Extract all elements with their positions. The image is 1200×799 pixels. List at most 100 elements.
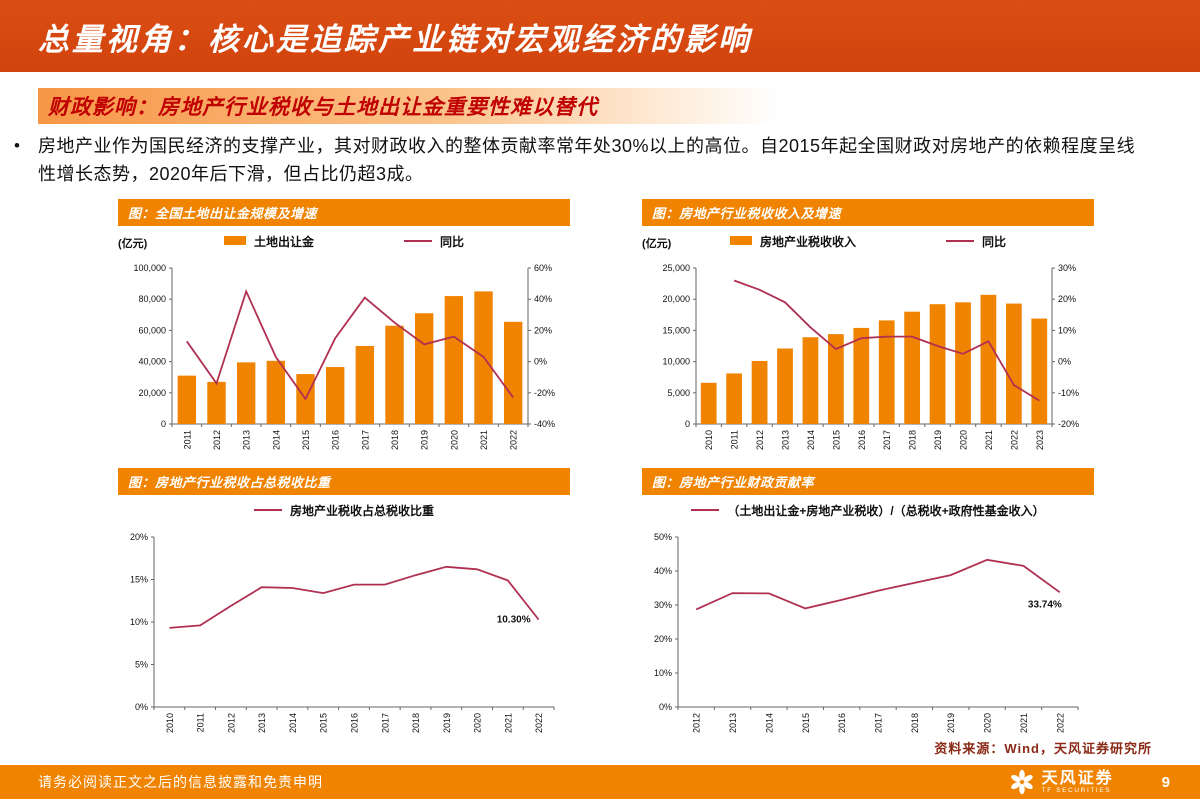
svg-text:2014: 2014: [764, 713, 774, 733]
svg-text:2022: 2022: [1009, 430, 1019, 450]
svg-text:2015: 2015: [831, 430, 841, 450]
svg-text:2020: 2020: [449, 430, 459, 450]
slide-footer: 请务必阅读正文之后的信息披露和免责申明 天风证券 TF SECURITIES 9: [0, 765, 1200, 799]
page-number: 9: [1161, 773, 1170, 791]
svg-text:25,000: 25,000: [662, 263, 690, 273]
svg-text:2016: 2016: [837, 713, 847, 733]
svg-text:2012: 2012: [755, 430, 765, 450]
svg-text:2015: 2015: [801, 713, 811, 733]
svg-text:2020: 2020: [983, 713, 993, 733]
chart-legend: 房地产业税收收入 同比: [729, 234, 1006, 250]
svg-text:40,000: 40,000: [138, 356, 166, 366]
chart-legend-row: 房地产业税收占总税收比重: [118, 503, 570, 529]
svg-text:20%: 20%: [130, 532, 148, 542]
svg-text:2017: 2017: [874, 713, 884, 733]
svg-text:2012: 2012: [212, 430, 222, 450]
legend-item: 同比: [404, 234, 464, 250]
legend-item: 同比: [946, 234, 1006, 250]
land-premium-chart: 0 20,000 40,000 60,000 80,000 100,000 -40% -20%…: [133, 263, 555, 450]
svg-text:2016: 2016: [331, 430, 341, 450]
chart-legend: 土地出让金 同比: [223, 234, 464, 250]
svg-text:0%: 0%: [534, 356, 547, 366]
svg-text:2022: 2022: [534, 713, 544, 733]
bar-swatch-icon: [223, 235, 246, 245]
svg-text:2022: 2022: [1055, 713, 1065, 733]
svg-text:2021: 2021: [479, 430, 489, 450]
svg-text:2018: 2018: [390, 430, 400, 450]
page-title: 总量视角：核心是追踪产业链对宏观经济的影响: [38, 21, 752, 57]
svg-text:40%: 40%: [534, 294, 552, 304]
svg-text:-20%: -20%: [1058, 419, 1079, 429]
svg-text:10%: 10%: [654, 668, 672, 678]
slide-content: 财政影响：房地产行业税收与土地出让金重要性难以替代 • 房地产业作为国民经济的支…: [0, 72, 1200, 765]
svg-text:5,000: 5,000: [667, 388, 690, 398]
svg-text:2018: 2018: [411, 713, 421, 733]
disclaimer-text: 请务必阅读正文之后的信息披露和免责申明: [38, 774, 323, 790]
svg-text:20%: 20%: [534, 325, 552, 335]
chart-card-fiscal-contribution: 图：房地产行业财政贡献率 （土地出让金+房地产业税收）/（总税收+政府性基金收入…: [642, 467, 1094, 741]
section-subtitle-bar: 财政影响：房地产行业税收与土地出让金重要性难以替代: [38, 88, 778, 124]
bullet-paragraph: • 房地产业作为国民经济的支撑产业，其对财政收入的整体贡献率常年处30%以上的高…: [14, 133, 1148, 189]
svg-text:-40%: -40%: [534, 419, 555, 429]
svg-text:10,000: 10,000: [662, 356, 690, 366]
svg-text:2013: 2013: [242, 430, 252, 450]
svg-text:2014: 2014: [271, 430, 281, 450]
line-swatch-icon: [946, 239, 974, 242]
svg-text:2011: 2011: [196, 713, 206, 732]
line-swatch-icon: [253, 508, 282, 511]
chart-card-property-tax: 图：房地产行业税收收入及增速 (亿元) 房地产业税收收入 同比 0 5,000 10,…: [642, 198, 1094, 458]
chart-title: 图：全国土地出让金规模及增速: [128, 205, 318, 221]
chart-title: 图：房地产行业税收收入及增速: [652, 205, 842, 221]
legend-label: 土地出让金: [253, 234, 314, 249]
chart-card-tax-share: 图：房地产行业税收占总税收比重 房地产业税收占总税收比重 0% 5% 10% 15% 2…: [118, 467, 570, 741]
svg-text:2016: 2016: [857, 430, 867, 450]
line-swatch-icon: [404, 239, 432, 242]
svg-text:2012: 2012: [226, 713, 236, 733]
svg-text:2013: 2013: [781, 430, 791, 450]
legend-label: 同比: [982, 234, 1007, 249]
svg-text:20%: 20%: [1058, 294, 1076, 304]
chart-title: 图：房地产行业财政贡献率: [652, 474, 815, 490]
svg-text:2017: 2017: [882, 430, 892, 450]
svg-text:2018: 2018: [910, 713, 920, 733]
axis-unit-label: (亿元): [642, 237, 672, 250]
svg-text:40%: 40%: [654, 566, 672, 576]
chart-legend-row: （土地出让金+房地产业税收）/（总税收+政府性基金收入）: [642, 503, 1094, 529]
svg-text:2019: 2019: [442, 713, 452, 733]
svg-text:50%: 50%: [654, 532, 672, 542]
svg-text:10%: 10%: [130, 617, 148, 627]
svg-text:2019: 2019: [933, 430, 943, 450]
svg-text:5%: 5%: [135, 659, 148, 669]
property-tax-revenue-chart: 0 5,000 10,000 15,000 20,000 25,000 -20% -10% 0%…: [662, 263, 1079, 450]
svg-text:2023: 2023: [1035, 430, 1045, 450]
svg-text:2016: 2016: [350, 713, 360, 733]
legend-item: （土地出让金+房地产业税收）/（总税收+政府性基金收入）: [691, 503, 1045, 519]
legend-label: （土地出让金+房地产业税收）/（总税收+政府性基金收入）: [727, 503, 1045, 518]
svg-text:30%: 30%: [654, 600, 672, 610]
svg-text:2019: 2019: [420, 430, 430, 450]
legend-label: 房地产业税收占总税收比重: [289, 503, 434, 518]
chart-title-bar: 图：房地产行业税收收入及增速: [642, 198, 1094, 226]
svg-text:100,000: 100,000: [133, 263, 166, 273]
fiscal-contribution-chart: 0% 10% 20% 30% 40% 50% 2012 2013 2014 2015 2016 201…: [654, 532, 1079, 733]
svg-text:-10%: -10%: [1058, 388, 1079, 398]
svg-text:2013: 2013: [728, 713, 738, 733]
svg-text:20%: 20%: [654, 634, 672, 644]
brand-subtitle: TF SECURITIES: [1041, 787, 1112, 795]
svg-text:0: 0: [685, 419, 690, 429]
chart-card-land-premium: 图：全国土地出让金规模及增速 (亿元) 土地出让金 同比 0 20,000 40,00…: [118, 198, 570, 458]
charts-grid: 图：全国土地出让金规模及增速 (亿元) 土地出让金 同比 0 20,000 40,00…: [118, 198, 1200, 741]
tianfeng-flower-icon: [1010, 769, 1033, 795]
svg-text:2012: 2012: [692, 713, 702, 733]
svg-text:10%: 10%: [1058, 325, 1076, 335]
legend-item: 房地产业税收占总税收比重: [253, 503, 434, 519]
slide-header: 总量视角：核心是追踪产业链对宏观经济的影响: [0, 0, 1200, 72]
bullet-text: 房地产业作为国民经济的支撑产业，其对财政收入的整体贡献率常年处30%以上的高位。…: [38, 136, 1136, 184]
svg-text:2011: 2011: [182, 430, 192, 449]
svg-text:80,000: 80,000: [138, 294, 166, 304]
legend-item: 土地出让金: [223, 234, 314, 250]
svg-text:2015: 2015: [319, 713, 329, 733]
svg-text:2020: 2020: [959, 430, 969, 450]
svg-text:2019: 2019: [946, 713, 956, 733]
svg-text:2022: 2022: [509, 430, 519, 450]
